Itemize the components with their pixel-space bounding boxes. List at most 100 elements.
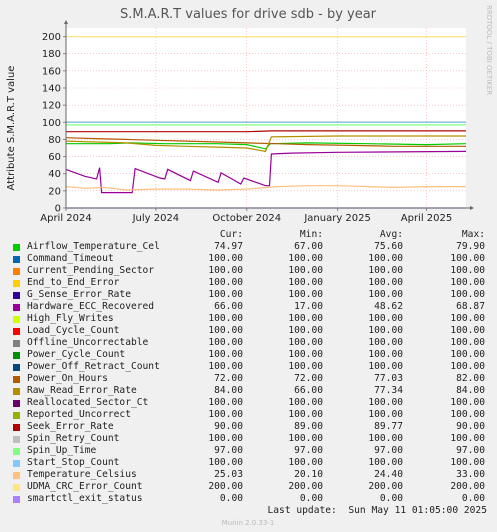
legend-row-smartctl-exit-status: smartctl_exit_status 0.00 0.00 0.00 0.00 — [13, 493, 487, 505]
legend-row-spin-up-time: Spin_Up_Time 97.00 97.00 97.00 97.00 — [13, 445, 487, 457]
legend-swatch — [13, 496, 20, 503]
legend-row-offline-uncorrectable: Offline_Uncorrectable 100.00 100.00 100.00 1… — [13, 337, 487, 349]
y-axis-label: Attribute S.M.A.R.T value — [6, 66, 17, 191]
legend-rows: Airflow_Temperature_Cel 74.97 67.00 75.60 79… — [13, 241, 487, 505]
rrdtool-credit: RRDTOOL / TOBI OETIKER — [485, 5, 493, 95]
legend-swatch — [13, 292, 20, 299]
y-tick-label: 0 — [55, 204, 61, 215]
header-max: Max: — [461, 229, 485, 240]
legend-cur-value: 100.00 — [208, 433, 243, 444]
legend-avg-value: 100.00 — [368, 289, 403, 300]
legend-name: Load_Cycle_Count — [27, 325, 120, 336]
legend-name: Spin_Up_Time — [27, 445, 97, 456]
legend-cur-value: 100.00 — [208, 457, 243, 468]
header-min: Min: — [299, 229, 323, 240]
legend-name: Power_Cycle_Count — [27, 349, 126, 360]
y-tick-label: 80 — [48, 135, 61, 146]
legend-name: Reallocated_Sector_Ct — [27, 397, 149, 408]
legend-avg-value: 100.00 — [368, 457, 403, 468]
legend-max-value: 100.00 — [450, 277, 485, 288]
legend-cur-value: 74.97 — [214, 241, 243, 252]
legend-name: Temperature_Celsius — [27, 469, 137, 480]
legend-avg-value: 89.77 — [374, 421, 403, 432]
legend-row-high-fly-writes: High_Fly_Writes 100.00 100.00 100.00 100.00 — [13, 313, 487, 325]
legend-max-value: 100.00 — [450, 457, 485, 468]
legend-avg-value: 97.00 — [374, 445, 403, 456]
legend-max-value: 82.00 — [456, 373, 485, 384]
legend-max-value: 100.00 — [450, 409, 485, 420]
legend-row-power-off-retract-count: Power_Off_Retract_Count 100.00 100.00 100.0… — [13, 361, 487, 373]
legend-cur-value: 100.00 — [208, 337, 243, 348]
x-tick-label: January 2025 — [303, 213, 371, 224]
legend-avg-value: 100.00 — [368, 325, 403, 336]
legend-name: G_Sense_Error_Rate — [27, 289, 131, 300]
y-tick-label: 160 — [42, 66, 61, 77]
legend-min-value: 72.00 — [294, 373, 323, 384]
legend-swatch — [13, 316, 20, 323]
legend-avg-value: 100.00 — [368, 349, 403, 360]
legend-row-reallocated-sector-ct: Reallocated_Sector_Ct 100.00 100.00 100.00 1… — [13, 397, 487, 409]
legend-swatch — [13, 400, 20, 407]
legend-swatch — [13, 460, 20, 467]
legend-cur-value: 100.00 — [208, 325, 243, 336]
legend-row-spin-retry-count: Spin_Retry_Count 100.00 100.00 100.00 100.00 — [13, 433, 487, 445]
series-line-power-on-hours — [65, 137, 466, 147]
legend-name: Airflow_Temperature_Cel — [27, 241, 160, 252]
y-tick-label: 40 — [48, 169, 61, 180]
legend-cur-value: 100.00 — [208, 289, 243, 300]
legend-avg-value: 100.00 — [368, 337, 403, 348]
legend-swatch — [13, 484, 20, 491]
legend-avg-value: 75.60 — [374, 241, 403, 252]
legend-row-current-pending-sector: Current_Pending_Sector 100.00 100.00 100.00… — [13, 265, 487, 277]
legend-min-value: 100.00 — [288, 313, 323, 324]
legend: Cur: Min: Avg: Max: Airflow_Temperature_… — [13, 229, 487, 505]
legend-name: High_Fly_Writes — [27, 313, 114, 324]
legend-cur-value: 100.00 — [208, 349, 243, 360]
x-tick-label: July 2024 — [132, 213, 180, 224]
legend-swatch — [13, 448, 20, 455]
legend-swatch — [13, 424, 20, 431]
legend-cur-value: 100.00 — [208, 265, 243, 276]
legend-name: Power_On_Hours — [27, 373, 108, 384]
legend-max-value: 100.00 — [450, 433, 485, 444]
legend-min-value: 100.00 — [288, 289, 323, 300]
legend-max-value: 97.00 — [456, 445, 485, 456]
legend-min-value: 100.00 — [288, 457, 323, 468]
legend-cur-value: 100.00 — [208, 397, 243, 408]
legend-avg-value: 0.00 — [379, 493, 403, 504]
legend-max-value: 84.00 — [456, 385, 485, 396]
legend-max-value: 68.87 — [456, 301, 485, 312]
legend-avg-value: 100.00 — [368, 433, 403, 444]
x-tick-label: April 2024 — [40, 213, 91, 224]
legend-min-value: 67.00 — [294, 241, 323, 252]
legend-row-end-to-end-error: End_to_End_Error 100.00 100.00 100.00 100.00 — [13, 277, 487, 289]
legend-name: Reported_Uncorrect — [27, 409, 131, 420]
header-avg: Avg: — [379, 229, 403, 240]
legend-avg-value: 100.00 — [368, 253, 403, 264]
legend-min-value: 200.00 — [288, 481, 323, 492]
legend-cur-value: 90.00 — [214, 421, 243, 432]
series-line-raw-read-error-rate — [65, 135, 466, 153]
legend-swatch — [13, 472, 20, 479]
legend-row-udma-crc-error-count: UDMA_CRC_Error_Count 200.00 200.00 200.00 20… — [13, 481, 487, 493]
axes: 0 20 40 60 80 100 120 140 160 180 200 April 2024 Jul… — [40, 20, 474, 224]
legend-max-value: 100.00 — [450, 313, 485, 324]
legend-avg-value: 24.40 — [374, 469, 403, 480]
legend-cur-value: 100.00 — [208, 253, 243, 264]
series-line-temperature-celsius — [65, 185, 466, 191]
legend-swatch — [13, 304, 20, 311]
x-tick-label: October 2024 — [212, 213, 281, 224]
legend-min-value: 100.00 — [288, 337, 323, 348]
legend-avg-value: 100.00 — [368, 361, 403, 372]
legend-name: End_to_End_Error — [27, 277, 120, 288]
legend-min-value: 100.00 — [288, 409, 323, 420]
legend-min-value: 100.00 — [288, 325, 323, 336]
legend-max-value: 100.00 — [450, 289, 485, 300]
legend-swatch — [13, 280, 20, 287]
legend-row-start-stop-count: Start_Stop_Count 100.00 100.00 100.00 100.00 — [13, 457, 487, 469]
legend-cur-value: 66.00 — [214, 301, 243, 312]
legend-swatch — [13, 412, 20, 419]
legend-max-value: 100.00 — [450, 253, 485, 264]
legend-cur-value: 100.00 — [208, 313, 243, 324]
legend-name: smartctl_exit_status — [27, 493, 143, 504]
